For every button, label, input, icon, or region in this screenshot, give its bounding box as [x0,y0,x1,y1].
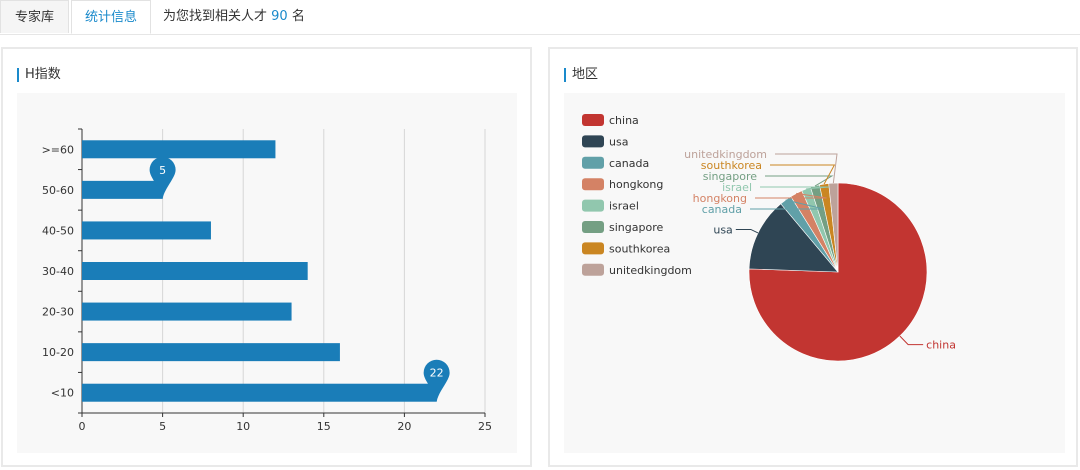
summary-prefix: 为您找到相关人才 [163,9,268,24]
legend-label: singapore [609,221,663,234]
summary-suffix: 名 [291,9,305,24]
slice-label: israel [722,181,752,194]
region-chart-area: china usa canada hongkong israel singapore sou… [564,93,1065,453]
legend-item-canada[interactable]: canada [582,156,649,170]
legend-swatch [582,178,604,191]
value-marker: 5 [149,156,176,199]
x-tick-label: 20 [397,420,411,433]
y-category-label: 20-30 [42,306,74,319]
leader-line [765,175,834,187]
region-title: 地区 [564,68,598,82]
slice-label: singapore [703,170,757,183]
leader-line [770,164,836,185]
y-category-label: 50-60 [42,184,74,197]
legend-label: usa [609,135,628,148]
h-index-panel: H指数 0 5 10 15 20 25 >=60 50-60 40-50 30-40 20-30 10… [1,47,532,467]
leader-line [750,199,825,210]
leader-line [775,153,838,184]
y-category-label: 40-50 [42,224,74,237]
value-marker: 22 [423,359,450,402]
tab-bar: 专家库 统计信息 为您找到相关人才 90 名 [0,0,1080,35]
result-summary: 为您找到相关人才 90 名 [163,0,305,33]
h-index-title: H指数 [17,68,61,82]
bar->=60[interactable] [82,140,276,159]
leader-line [899,335,924,346]
legend-item-singapore[interactable]: singapore [582,221,663,234]
slice-label: canada [702,203,742,216]
region-pie-chart: chinausacanadahongkongisraelsingaporesou… [582,114,956,362]
bar-40-50[interactable] [82,221,211,240]
x-tick-label: 5 [159,420,166,433]
leader-line [735,228,759,234]
region-panel: 地区 china usa canada hongkong israel singapore… [548,47,1078,467]
marker-pin [149,156,176,199]
x-tick-label: 0 [79,420,86,433]
legend-swatch [582,263,604,276]
slice-label: southkorea [701,159,762,172]
x-tick-label: 25 [478,420,492,433]
legend-label: hongkong [609,178,663,191]
legend-item-unitedkingdom[interactable]: unitedkingdom [582,263,692,277]
tab-expert-library[interactable]: 专家库 [0,0,69,33]
legend-item-china[interactable]: china [582,114,639,127]
legend-item-hongkong[interactable]: hongkong [582,178,663,191]
h-index-bar-chart: 0 5 10 15 20 25 >=60 50-60 40-50 30-40 20-30 10-20 <… [42,128,492,433]
leader-line [755,192,827,199]
legend-swatch [582,199,604,212]
leader-line [760,186,830,190]
legend-item-usa[interactable]: usa [582,135,628,148]
legend-swatch [582,135,604,148]
legend-item-southkorea[interactable]: southkorea [582,242,670,255]
legend-label: china [609,114,639,127]
tab-statistics[interactable]: 统计信息 [71,0,151,34]
bar-30-40[interactable] [82,262,308,280]
marker-label: 22 [430,367,444,380]
y-category-label: <10 [51,387,74,400]
slice-label: hongkong [693,192,747,205]
bar-<10[interactable] [82,383,437,402]
bar-50-60[interactable] [82,180,163,199]
legend-label: southkorea [609,242,670,255]
x-tick-label: 15 [317,420,331,433]
legend-swatch [582,156,604,169]
marker-label: 5 [159,164,166,177]
x-tick-label: 10 [236,420,250,433]
legend-swatch [582,114,604,126]
legend-label: unitedkingdom [609,264,692,277]
legend-label: canada [609,157,649,170]
slice-label: unitedkingdom [684,148,767,161]
h-index-chart-area: 0 5 10 15 20 25 >=60 50-60 40-50 30-40 20-30 10-20 <… [17,93,517,453]
result-count: 90 [271,9,288,24]
y-category-label: 10-20 [42,346,74,359]
slice-label: usa [713,223,732,236]
y-category-label: 30-40 [42,265,74,278]
marker-pin [423,359,450,402]
y-category-label: >=60 [42,143,74,156]
legend-swatch [582,242,604,255]
legend-swatch [582,221,604,233]
bar-10-20[interactable] [82,343,340,362]
legend-label: israel [609,200,639,213]
bar-20-30[interactable] [82,302,292,321]
slice-label: china [926,339,956,352]
legend-item-israel[interactable]: israel [582,199,639,213]
